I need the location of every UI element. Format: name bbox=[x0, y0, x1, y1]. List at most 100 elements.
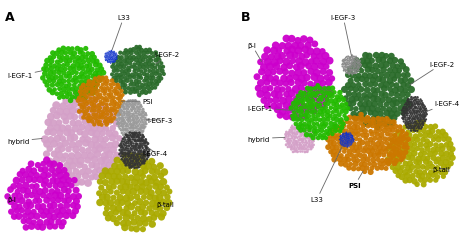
Point bbox=[34, 205, 42, 209]
Point bbox=[139, 116, 147, 120]
Point bbox=[367, 120, 374, 124]
Point bbox=[283, 143, 290, 147]
Point bbox=[314, 91, 321, 95]
Point bbox=[400, 84, 407, 87]
Point bbox=[392, 159, 400, 163]
Text: hybrid: hybrid bbox=[247, 136, 285, 142]
Point bbox=[126, 136, 133, 140]
Point bbox=[59, 105, 67, 109]
Point bbox=[344, 139, 351, 143]
Point bbox=[339, 140, 347, 144]
Point bbox=[107, 61, 115, 65]
Point bbox=[148, 211, 155, 215]
Point bbox=[415, 129, 422, 133]
Point bbox=[340, 69, 347, 73]
Point bbox=[152, 52, 159, 56]
Point bbox=[85, 87, 92, 91]
Point bbox=[394, 130, 401, 134]
Point bbox=[133, 132, 140, 136]
Point bbox=[360, 149, 367, 153]
Point bbox=[129, 151, 137, 155]
Point bbox=[296, 142, 304, 146]
Point bbox=[139, 227, 146, 231]
Point bbox=[336, 113, 343, 117]
Point bbox=[113, 53, 120, 57]
Point bbox=[407, 112, 414, 116]
Point bbox=[65, 169, 73, 173]
Point bbox=[21, 214, 28, 218]
Point bbox=[353, 68, 360, 72]
Point bbox=[403, 114, 411, 118]
Point bbox=[405, 124, 413, 128]
Point bbox=[144, 60, 151, 64]
Point bbox=[75, 142, 82, 146]
Point bbox=[310, 55, 318, 59]
Point bbox=[130, 106, 138, 110]
Point bbox=[344, 141, 351, 145]
Point bbox=[439, 130, 447, 134]
Point bbox=[121, 127, 128, 131]
Point bbox=[324, 132, 332, 136]
Point bbox=[135, 56, 142, 60]
Text: I-EGF-1: I-EGF-1 bbox=[247, 106, 294, 112]
Point bbox=[60, 88, 67, 92]
Point bbox=[131, 164, 139, 168]
Point bbox=[45, 75, 52, 79]
Point bbox=[288, 72, 296, 76]
Point bbox=[109, 60, 116, 64]
Point bbox=[300, 38, 308, 42]
Point bbox=[379, 98, 386, 102]
Point bbox=[123, 136, 131, 140]
Point bbox=[438, 152, 445, 156]
Point bbox=[140, 157, 148, 161]
Point bbox=[47, 138, 55, 142]
Point bbox=[111, 56, 119, 60]
Point bbox=[118, 110, 126, 114]
Point bbox=[442, 160, 450, 164]
Point bbox=[117, 146, 125, 150]
Point bbox=[371, 74, 379, 78]
Point bbox=[347, 134, 355, 138]
Point bbox=[106, 56, 113, 60]
Point bbox=[62, 142, 69, 146]
Point bbox=[370, 163, 378, 167]
Point bbox=[113, 58, 120, 62]
Point bbox=[314, 130, 321, 134]
Point bbox=[136, 131, 143, 135]
Point bbox=[54, 179, 61, 183]
Point bbox=[79, 148, 86, 152]
Point bbox=[136, 86, 144, 90]
Point bbox=[413, 100, 421, 104]
Point bbox=[347, 129, 355, 133]
Point bbox=[139, 130, 147, 134]
Point bbox=[13, 199, 20, 203]
Point bbox=[126, 114, 133, 118]
Point bbox=[127, 196, 135, 200]
Point bbox=[133, 80, 140, 84]
Point bbox=[418, 104, 426, 108]
Point bbox=[135, 166, 143, 170]
Point bbox=[369, 158, 377, 162]
Point bbox=[109, 206, 117, 210]
Point bbox=[86, 64, 93, 68]
Point bbox=[341, 139, 349, 143]
Point bbox=[378, 142, 386, 146]
Point bbox=[299, 137, 306, 141]
Point bbox=[133, 227, 140, 231]
Point bbox=[122, 216, 130, 220]
Point bbox=[72, 127, 79, 131]
Point bbox=[108, 114, 115, 117]
Point bbox=[131, 132, 138, 136]
Point bbox=[125, 66, 132, 70]
Point bbox=[135, 48, 142, 52]
Point bbox=[55, 80, 63, 84]
Point bbox=[19, 169, 27, 173]
Point bbox=[338, 145, 346, 149]
Point bbox=[343, 58, 350, 62]
Point bbox=[150, 55, 157, 59]
Point bbox=[350, 64, 358, 68]
Point bbox=[133, 176, 141, 180]
Text: L33: L33 bbox=[112, 15, 130, 51]
Point bbox=[347, 139, 355, 143]
Point bbox=[274, 55, 282, 59]
